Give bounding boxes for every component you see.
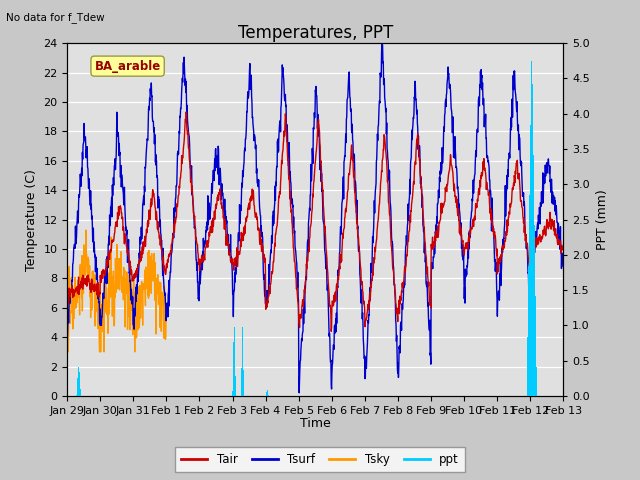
- Bar: [266, 395, 267, 396]
- Bar: [535, 296, 536, 396]
- Bar: [534, 272, 535, 396]
- Bar: [530, 148, 531, 396]
- Bar: [242, 330, 243, 396]
- Bar: [529, 195, 530, 396]
- Bar: [532, 131, 533, 396]
- Text: No data for f_Tdew: No data for f_Tdew: [6, 12, 105, 23]
- Bar: [527, 360, 528, 396]
- Bar: [533, 178, 534, 396]
- Bar: [242, 327, 243, 396]
- Bar: [243, 390, 244, 396]
- Y-axis label: PPT (mm): PPT (mm): [596, 189, 609, 250]
- Bar: [529, 219, 530, 396]
- Bar: [79, 378, 80, 396]
- Bar: [78, 373, 79, 396]
- Bar: [233, 342, 234, 396]
- Bar: [535, 319, 536, 396]
- Bar: [80, 394, 81, 396]
- Bar: [531, 78, 532, 396]
- Bar: [76, 395, 77, 396]
- Text: BA_arable: BA_arable: [95, 60, 161, 72]
- Bar: [232, 374, 234, 396]
- X-axis label: Time: Time: [300, 417, 331, 430]
- Bar: [534, 249, 535, 396]
- Bar: [80, 389, 81, 396]
- Bar: [235, 360, 236, 396]
- Bar: [528, 266, 529, 396]
- Bar: [536, 390, 537, 396]
- Bar: [532, 108, 533, 396]
- Bar: [266, 392, 267, 396]
- Bar: [528, 289, 529, 396]
- Bar: [233, 358, 234, 396]
- Bar: [267, 390, 268, 396]
- Bar: [77, 384, 78, 396]
- Legend: Tair, Tsurf, Tsky, ppt: Tair, Tsurf, Tsky, ppt: [175, 447, 465, 472]
- Bar: [267, 390, 268, 396]
- Bar: [79, 383, 81, 396]
- Bar: [530, 172, 531, 396]
- Bar: [77, 378, 78, 396]
- Bar: [235, 376, 236, 396]
- Bar: [234, 343, 235, 396]
- Bar: [78, 367, 79, 396]
- Bar: [241, 388, 242, 396]
- Bar: [527, 313, 529, 396]
- Bar: [241, 348, 243, 396]
- Bar: [527, 336, 528, 396]
- Bar: [241, 368, 242, 396]
- Title: Temperatures, PPT: Temperatures, PPT: [237, 24, 393, 42]
- Bar: [531, 101, 532, 396]
- Bar: [243, 370, 244, 396]
- Bar: [531, 60, 532, 396]
- Bar: [532, 155, 534, 396]
- Bar: [234, 327, 235, 396]
- Y-axis label: Temperature (C): Temperature (C): [25, 168, 38, 271]
- Bar: [536, 367, 537, 396]
- Bar: [232, 391, 233, 396]
